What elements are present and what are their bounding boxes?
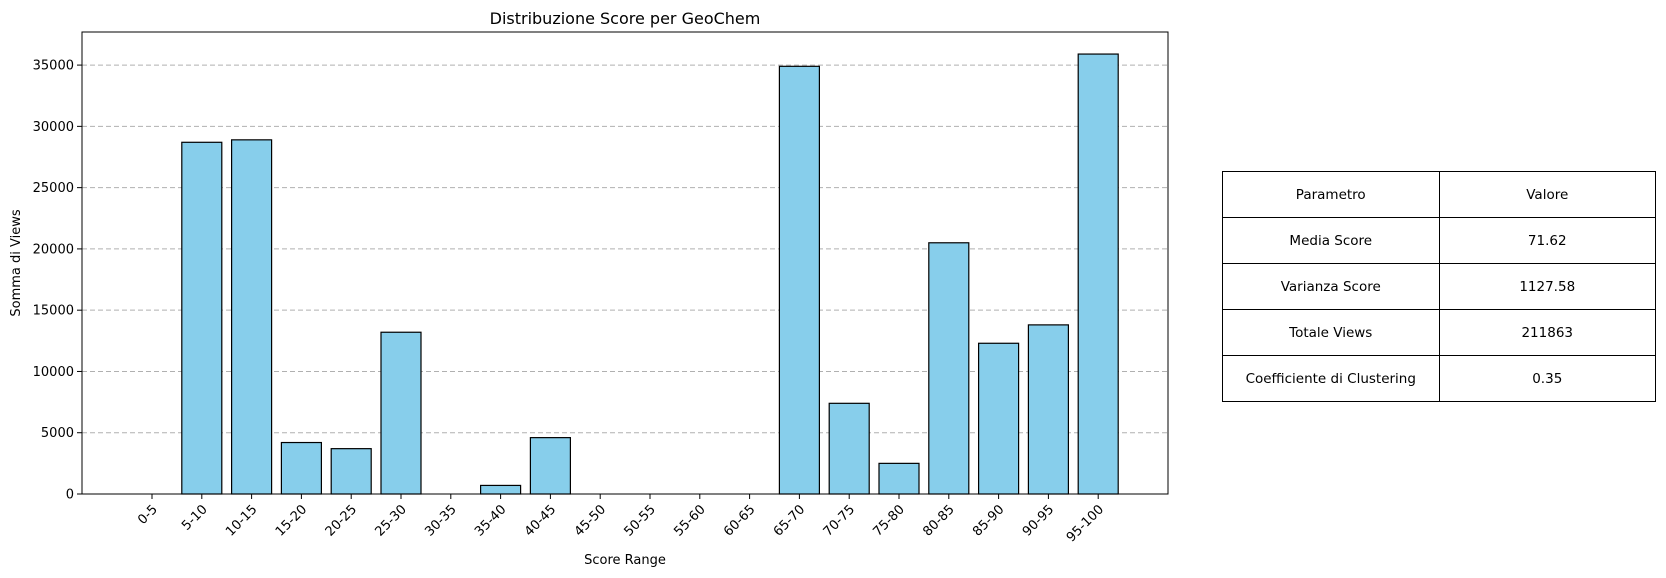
bar: [181, 141, 223, 495]
bar: [380, 331, 422, 495]
table-header-cell: Valore: [1438, 171, 1656, 218]
x-tick-label: 20-25: [323, 502, 360, 539]
x-tick-label: 70-75: [821, 502, 858, 539]
y-tick-label: 20000: [33, 242, 74, 257]
x-tick-label: 5-10: [179, 502, 210, 533]
x-tick-label: 15-20: [273, 502, 310, 539]
x-tick-label: 0-5: [135, 502, 161, 528]
table-row: Totale Views 211863: [1222, 309, 1656, 356]
x-tick-label: 80-85: [920, 502, 957, 539]
table-cell: Totale Views: [1222, 309, 1440, 356]
bar: [1077, 53, 1119, 495]
y-tick-label: 15000: [33, 304, 74, 319]
x-tick-label: 45-50: [572, 502, 609, 539]
plot-frame: [81, 31, 1169, 495]
x-axis-title: Score Range: [584, 553, 666, 568]
bar: [878, 462, 920, 495]
bar: [1027, 324, 1070, 495]
x-tick-label: 65-70: [771, 502, 808, 539]
y-tick-label: 30000: [33, 120, 74, 135]
x-tick-label: 95-100: [1064, 502, 1107, 545]
stats-table: Parametro Valore Media Score 71.62 Varia…: [1222, 171, 1656, 402]
x-tick-label: 75-80: [871, 502, 908, 539]
table-header-row: Parametro Valore: [1222, 171, 1656, 218]
y-tick-label: 5000: [41, 426, 74, 441]
x-tick-label: 90-95: [1020, 502, 1057, 539]
table-header-cell: Parametro: [1222, 171, 1440, 218]
table-cell: Media Score: [1222, 217, 1440, 264]
bar: [529, 437, 572, 495]
y-tick-label: 0: [66, 488, 74, 503]
y-tick-label: 10000: [33, 365, 74, 380]
bar: [480, 484, 522, 495]
table-cell: Coefficiente di Clustering: [1222, 355, 1440, 402]
bar: [280, 441, 322, 495]
bar: [828, 402, 870, 495]
x-tick-label: 50-55: [622, 502, 659, 539]
x-tick-label: 35-40: [472, 502, 509, 539]
bar-chart: Distribuzione Score per GeoChem 0 5000 100…: [9, 9, 1169, 568]
x-tick-label: 40-45: [522, 502, 559, 539]
bar: [928, 242, 970, 495]
table-cell: 1127.58: [1438, 263, 1656, 310]
x-tick-label: 85-90: [970, 502, 1007, 539]
table-row: Coefficiente di Clustering 0.35: [1222, 355, 1656, 402]
chart-title: Distribuzione Score per GeoChem: [490, 9, 761, 28]
bars: [181, 53, 1119, 495]
x-tick-label: 30-35: [422, 502, 459, 539]
table-cell: 71.62: [1438, 217, 1656, 264]
table-row: Varianza Score 1127.58: [1222, 263, 1656, 310]
x-tick-label: 55-60: [671, 502, 708, 539]
bar: [330, 448, 372, 495]
table-cell: 0.35: [1438, 355, 1656, 402]
x-tick-label: 10-15: [223, 502, 260, 539]
y-axis: 0 5000 10000 15000 20000 25000 30000 35000: [33, 59, 82, 503]
table-cell: 211863: [1438, 309, 1656, 356]
x-tick-label: 25-30: [373, 502, 410, 539]
bar: [977, 342, 1020, 495]
y-tick-label: 25000: [33, 181, 74, 196]
x-axis: 0-5 5-10 10-15 15-20 20-25 25-30 30-35 35-40 40-…: [135, 494, 1107, 545]
bar: [231, 139, 273, 495]
bar: [778, 65, 821, 495]
y-tick-label: 35000: [33, 59, 74, 74]
y-axis-title: Somma di Views: [9, 209, 24, 316]
table-row: Media Score 71.62: [1222, 217, 1656, 264]
x-tick-label: 60-65: [721, 502, 758, 539]
table-cell: Varianza Score: [1222, 263, 1440, 310]
